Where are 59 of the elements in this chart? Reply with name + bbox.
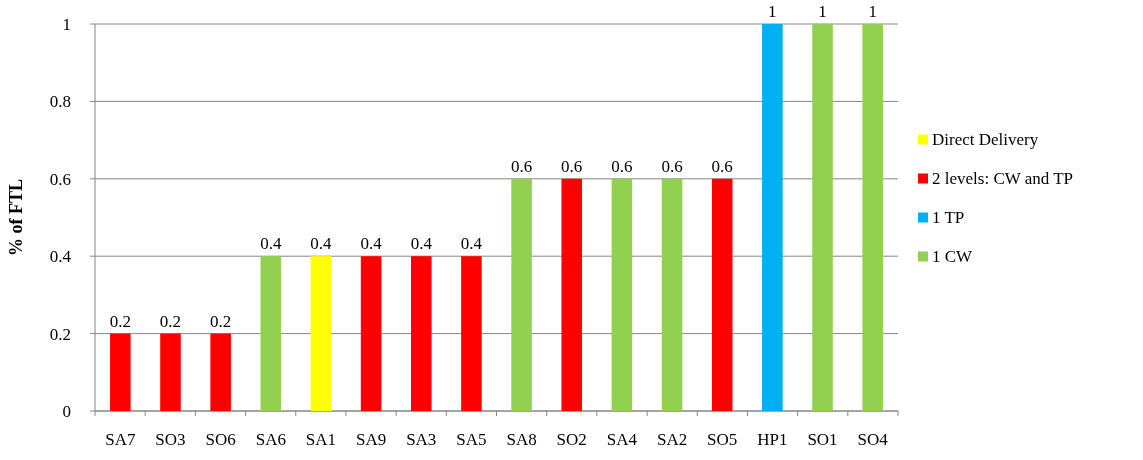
bar <box>661 178 683 411</box>
y-tick-label: 0.6 <box>49 169 71 189</box>
bar <box>461 256 482 411</box>
x-tick-label: SA7 <box>105 430 136 449</box>
y-tick-label: 0.2 <box>49 324 71 344</box>
bar <box>611 178 633 411</box>
data-label: 0.4 <box>360 234 383 254</box>
data-label: 0.2 <box>109 311 131 331</box>
legend-label: 1 TP <box>932 208 965 228</box>
x-tick-label: SA5 <box>456 430 487 449</box>
data-label: 0.2 <box>159 311 182 331</box>
data-label: 0.6 <box>561 156 583 176</box>
data-label: 0.6 <box>711 156 733 176</box>
x-tick-label: SA3 <box>406 430 437 449</box>
x-tick-label: SA1 <box>305 430 337 449</box>
x-tick-label: SO6 <box>205 430 236 449</box>
y-tick-label: 0 <box>62 401 71 421</box>
bar <box>862 24 883 411</box>
x-tick-label: SO4 <box>857 430 889 449</box>
data-label: 0.4 <box>410 234 433 254</box>
y-axis-title: % of FTL <box>6 178 26 257</box>
data-label: 1 <box>868 2 877 21</box>
bar <box>511 178 532 411</box>
legend-label: 1 CW <box>932 247 974 267</box>
bar <box>711 178 733 411</box>
data-label: 0.4 <box>310 234 333 254</box>
legend-label: Direct Delivery <box>932 130 1039 150</box>
bar <box>110 333 131 411</box>
data-label: 0.6 <box>661 156 683 176</box>
x-tick-label: SA2 <box>656 430 688 449</box>
bar <box>210 333 231 411</box>
y-tick-label: 1 <box>62 14 71 34</box>
data-label: 0.2 <box>210 311 232 331</box>
bar <box>762 24 783 411</box>
bar <box>812 24 833 411</box>
data-label: 1 <box>768 2 777 21</box>
bar <box>410 256 432 411</box>
x-tick-label: SO3 <box>155 430 186 449</box>
x-tick-label: HP1 <box>757 430 788 449</box>
y-tick-label: 0.8 <box>49 92 71 112</box>
data-label: 0.4 <box>460 234 483 254</box>
data-label: 1 <box>818 2 827 21</box>
x-tick-label: SA6 <box>255 430 286 449</box>
legend-label: 2 levels: CW and TP <box>932 169 1074 189</box>
x-tick-label: SA4 <box>606 430 638 449</box>
x-tick-label: SA8 <box>506 430 537 449</box>
bar <box>310 256 332 411</box>
bar <box>260 256 282 411</box>
x-tick-label: SA9 <box>355 430 387 449</box>
bar <box>160 333 181 411</box>
data-label: 0.6 <box>510 156 533 176</box>
bar <box>360 256 382 411</box>
x-tick-label: SO2 <box>556 430 587 449</box>
data-label: 0.4 <box>260 234 282 254</box>
data-label: 0.6 <box>611 156 633 176</box>
x-tick-label: SO5 <box>707 430 738 449</box>
x-tick-label: SO1 <box>807 430 838 449</box>
y-tick-label: 0.4 <box>49 247 72 267</box>
bar <box>561 178 583 411</box>
